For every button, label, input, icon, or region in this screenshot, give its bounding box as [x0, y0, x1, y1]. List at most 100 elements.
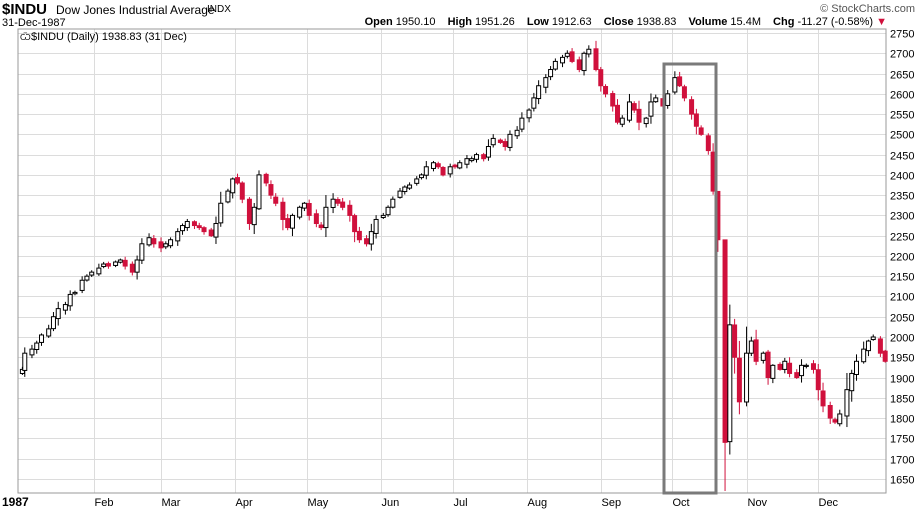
- x-tick-label: 1987: [2, 495, 29, 509]
- x-tick-label: Feb: [95, 497, 114, 509]
- bar-body: [531, 97, 537, 109]
- quote-date: 31-Dec-1987: [2, 17, 66, 29]
- bar-body: [313, 213, 319, 225]
- bar-body: [787, 362, 793, 374]
- bar-body: [385, 206, 391, 216]
- ohlc-bar: [854, 354, 859, 381]
- bar-body: [46, 328, 52, 337]
- ohlc-bar: [861, 341, 867, 364]
- ohlc-bar: [196, 222, 202, 230]
- bar-body: [610, 93, 616, 107]
- y-tick-label: 2150: [890, 272, 914, 284]
- ohlc-bar: [643, 116, 649, 128]
- ohlc-bar: [139, 238, 145, 265]
- ohlc-bar: [610, 90, 616, 112]
- bar-body: [722, 239, 728, 443]
- bar-body: [481, 154, 487, 160]
- ohlc-bar: [598, 66, 604, 92]
- ohlc-bar: [603, 84, 609, 98]
- ohlc-bar: [543, 74, 549, 94]
- ohlc-bar: [96, 263, 102, 276]
- x-tick-label: Oct: [673, 497, 690, 509]
- ohlc-bar: [364, 235, 370, 247]
- bar-body: [564, 52, 570, 57]
- bar-body: [473, 154, 479, 160]
- bar-body: [865, 340, 871, 352]
- grid-lines: [18, 29, 886, 493]
- bar-body: [50, 316, 56, 330]
- bar-body: [301, 202, 307, 209]
- bar-body: [158, 241, 164, 249]
- bar-body: [586, 48, 592, 55]
- ohlc-bar: [536, 80, 542, 105]
- bar-body: [55, 308, 61, 320]
- ohlc-bar: [531, 92, 537, 112]
- ohlc-bar: [113, 260, 119, 268]
- ohlc-bar: [347, 200, 353, 222]
- ohlc-bar: [693, 108, 699, 135]
- y-tick-label: 1700: [890, 455, 914, 467]
- y-tick-label: 2750: [890, 29, 914, 41]
- bar-body: [280, 201, 286, 220]
- ohlc-bar: [440, 166, 446, 177]
- bar-body: [402, 186, 408, 193]
- ohlc-bar: [402, 185, 408, 195]
- bar-body: [794, 372, 800, 379]
- y-tick-label: 2550: [890, 110, 914, 122]
- ohlc-bar: [689, 96, 695, 120]
- bar-body: [698, 127, 704, 135]
- bar-body: [213, 223, 219, 238]
- ticker-symbol: $INDU: [2, 1, 48, 18]
- ohlc-bar: [870, 334, 876, 341]
- ohlc-bar: [457, 160, 463, 170]
- ohlc-bar: [79, 276, 85, 294]
- ohlc-bar: [225, 188, 231, 204]
- ohlc-bar: [101, 261, 107, 269]
- bar-body: [485, 146, 491, 158]
- bar-body: [96, 267, 102, 275]
- bar-body: [615, 104, 620, 123]
- bar-body: [39, 334, 45, 343]
- ohlc-bar: [175, 228, 181, 246]
- bar-body: [218, 202, 224, 224]
- ohlc-bar: [705, 133, 711, 155]
- ohlc-bar: [158, 237, 164, 253]
- bar-body: [603, 86, 609, 95]
- bar-body: [576, 59, 582, 71]
- ohlc-bar: [519, 112, 525, 133]
- bar-body: [677, 76, 683, 87]
- ohlc-bar: [760, 351, 766, 364]
- ohlc-bar: [180, 223, 186, 235]
- bar-body: [457, 162, 463, 169]
- bar-body: [397, 190, 403, 198]
- y-tick-label: 2650: [890, 70, 914, 82]
- bar-body: [407, 184, 413, 189]
- ohlc-bar: [380, 212, 386, 219]
- ohlc-bar: [330, 193, 336, 214]
- bar-body: [297, 206, 303, 218]
- ohlc-bar: [765, 349, 771, 385]
- ohlc-bar: [246, 197, 252, 230]
- bar-body: [419, 174, 425, 179]
- bar-body: [79, 279, 85, 291]
- ohlc-bar: [39, 333, 45, 346]
- bar-body: [760, 352, 766, 361]
- y-tick-label: 1750: [890, 434, 914, 446]
- ohlc-bar: [373, 215, 379, 239]
- chart-legend: Ѿ $INDU (Daily) 1938.83 (31 Dec): [20, 31, 187, 43]
- x-tick-label: Jul: [454, 497, 468, 509]
- bar-body: [849, 372, 855, 392]
- bar-body: [246, 198, 252, 225]
- ohlc-bar: [619, 115, 625, 128]
- ohlc-bar: [29, 344, 35, 359]
- bar-body: [139, 243, 145, 261]
- ohlc-bar: [827, 401, 833, 424]
- bar-body: [507, 133, 513, 148]
- ohlc-bar: [815, 363, 821, 401]
- ohlc-bar: [352, 213, 358, 243]
- x-tick-label: Sep: [602, 497, 622, 509]
- ohlc-bar: [777, 362, 783, 371]
- bar-body: [693, 113, 699, 127]
- bar-body: [705, 135, 711, 152]
- bar-body: [268, 184, 274, 196]
